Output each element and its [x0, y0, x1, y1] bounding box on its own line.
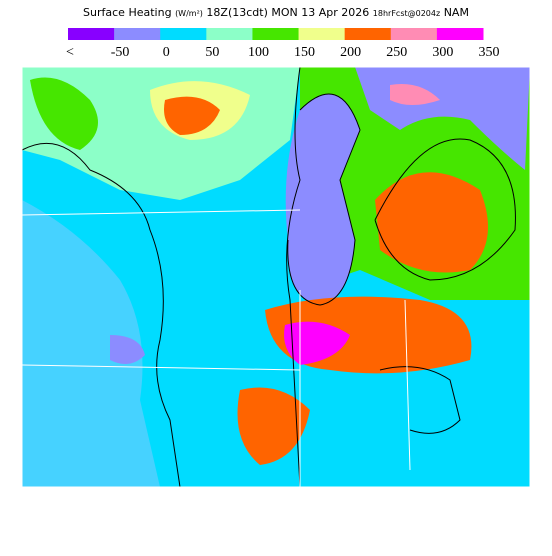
title-date: MON 13 Apr 2026: [271, 6, 369, 19]
legend-label: 350: [479, 45, 500, 60]
state-line: [404, 299, 411, 471]
title-model: NAM: [444, 6, 469, 19]
coastline: [287, 93, 361, 306]
state-lines: [21, 209, 411, 487]
legend-label: 50: [205, 45, 219, 60]
map-frame: [21, 66, 531, 488]
legend-swatch: [114, 28, 161, 40]
field-region: [110, 335, 145, 364]
coastline: [374, 138, 516, 281]
legend-label: 100: [248, 45, 269, 60]
legend-label: <: [66, 45, 74, 60]
legend-swatch: [252, 28, 300, 40]
field-region: [22, 200, 160, 487]
legend-label: 200: [340, 45, 361, 60]
legend-swatch: [436, 28, 484, 40]
field-region: [164, 96, 220, 135]
legend-label: 150: [294, 45, 315, 60]
border-line: [21, 142, 181, 488]
legend-label: 0: [163, 45, 170, 60]
title-units: (W/m²): [175, 9, 203, 18]
legend-label: 250: [386, 45, 407, 60]
field-region: [375, 172, 488, 273]
title-forecast: 18hrFcst@0204z: [373, 9, 440, 18]
legend-label: -50: [111, 45, 130, 60]
field-region: [30, 77, 98, 150]
map: [21, 66, 531, 488]
state-line: [21, 209, 301, 216]
legend-swatch: [344, 28, 392, 40]
state-line: [21, 364, 301, 371]
legend-label: 300: [432, 45, 453, 60]
legend-swatch: [160, 28, 207, 40]
field-region: [390, 84, 440, 105]
lake: [285, 94, 360, 305]
legend-swatch: [298, 28, 346, 40]
field-region: [237, 387, 310, 465]
title-time: 18Z(13cdt): [206, 6, 267, 19]
boundaries: [21, 66, 516, 488]
legend-swatch: [68, 28, 115, 40]
title: Surface Heating (W/m²) 18Z(13cdt) MON 13…: [83, 6, 469, 19]
title-main: Surface Heating: [83, 6, 172, 19]
border-line: [379, 366, 461, 434]
legend-swatch: [390, 28, 438, 40]
legend-swatch: [206, 28, 253, 40]
color-legend: < -50 0 50 100 150 200 250 300 350: [66, 28, 500, 60]
border-line: [286, 66, 301, 488]
